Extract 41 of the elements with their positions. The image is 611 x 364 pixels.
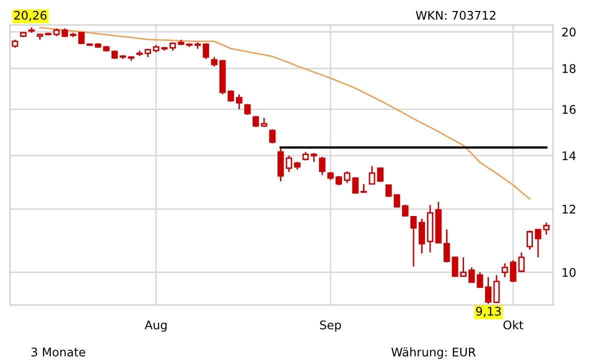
candlestick: [460, 256, 467, 278]
text: 20,26: [14, 10, 46, 22]
candlestick: [526, 230, 533, 250]
candlestick: [543, 222, 550, 236]
candlestick: [410, 215, 417, 268]
candlestick: [336, 175, 342, 186]
candlestick: [319, 156, 326, 176]
text: WKN: 703712: [416, 10, 496, 20]
line-series: [39, 26, 530, 200]
candlestick: [368, 165, 376, 186]
text: 9,13: [476, 306, 501, 317]
candlestick: [518, 252, 525, 273]
candlestick: [402, 204, 408, 218]
candlestick: [444, 228, 450, 264]
candlestick: [502, 262, 508, 278]
y-tick-label: 16: [562, 104, 576, 114]
candlestick: [418, 218, 425, 254]
candlestick: [377, 166, 384, 183]
candlestick: [468, 266, 475, 284]
candlestick: [485, 276, 492, 305]
candlestick: [493, 274, 500, 304]
candlestick: [476, 272, 484, 289]
candlestick: [510, 260, 516, 283]
candlestick: [211, 56, 218, 68]
candlestick: [269, 128, 276, 144]
y-tick-label: 12: [562, 204, 576, 214]
x-tick-label: Okt: [503, 320, 524, 330]
candlestick: [534, 228, 542, 258]
candlestick: [452, 256, 458, 278]
x-tick-label: Aug: [144, 320, 167, 332]
candlestick: [260, 117, 268, 128]
y-tick-label: 10: [562, 268, 576, 277]
y-tick-label: 20: [562, 28, 576, 37]
y-tick-label: 18: [562, 64, 576, 74]
text: Währung: EUR: [391, 347, 476, 359]
text: 3 Monate: [31, 348, 86, 357]
y-tick-label: 14: [562, 151, 576, 160]
candlestick: [286, 154, 292, 173]
x-tick-label: Sep: [320, 320, 341, 332]
candlestick: [236, 94, 242, 110]
candlestick: [202, 42, 210, 60]
